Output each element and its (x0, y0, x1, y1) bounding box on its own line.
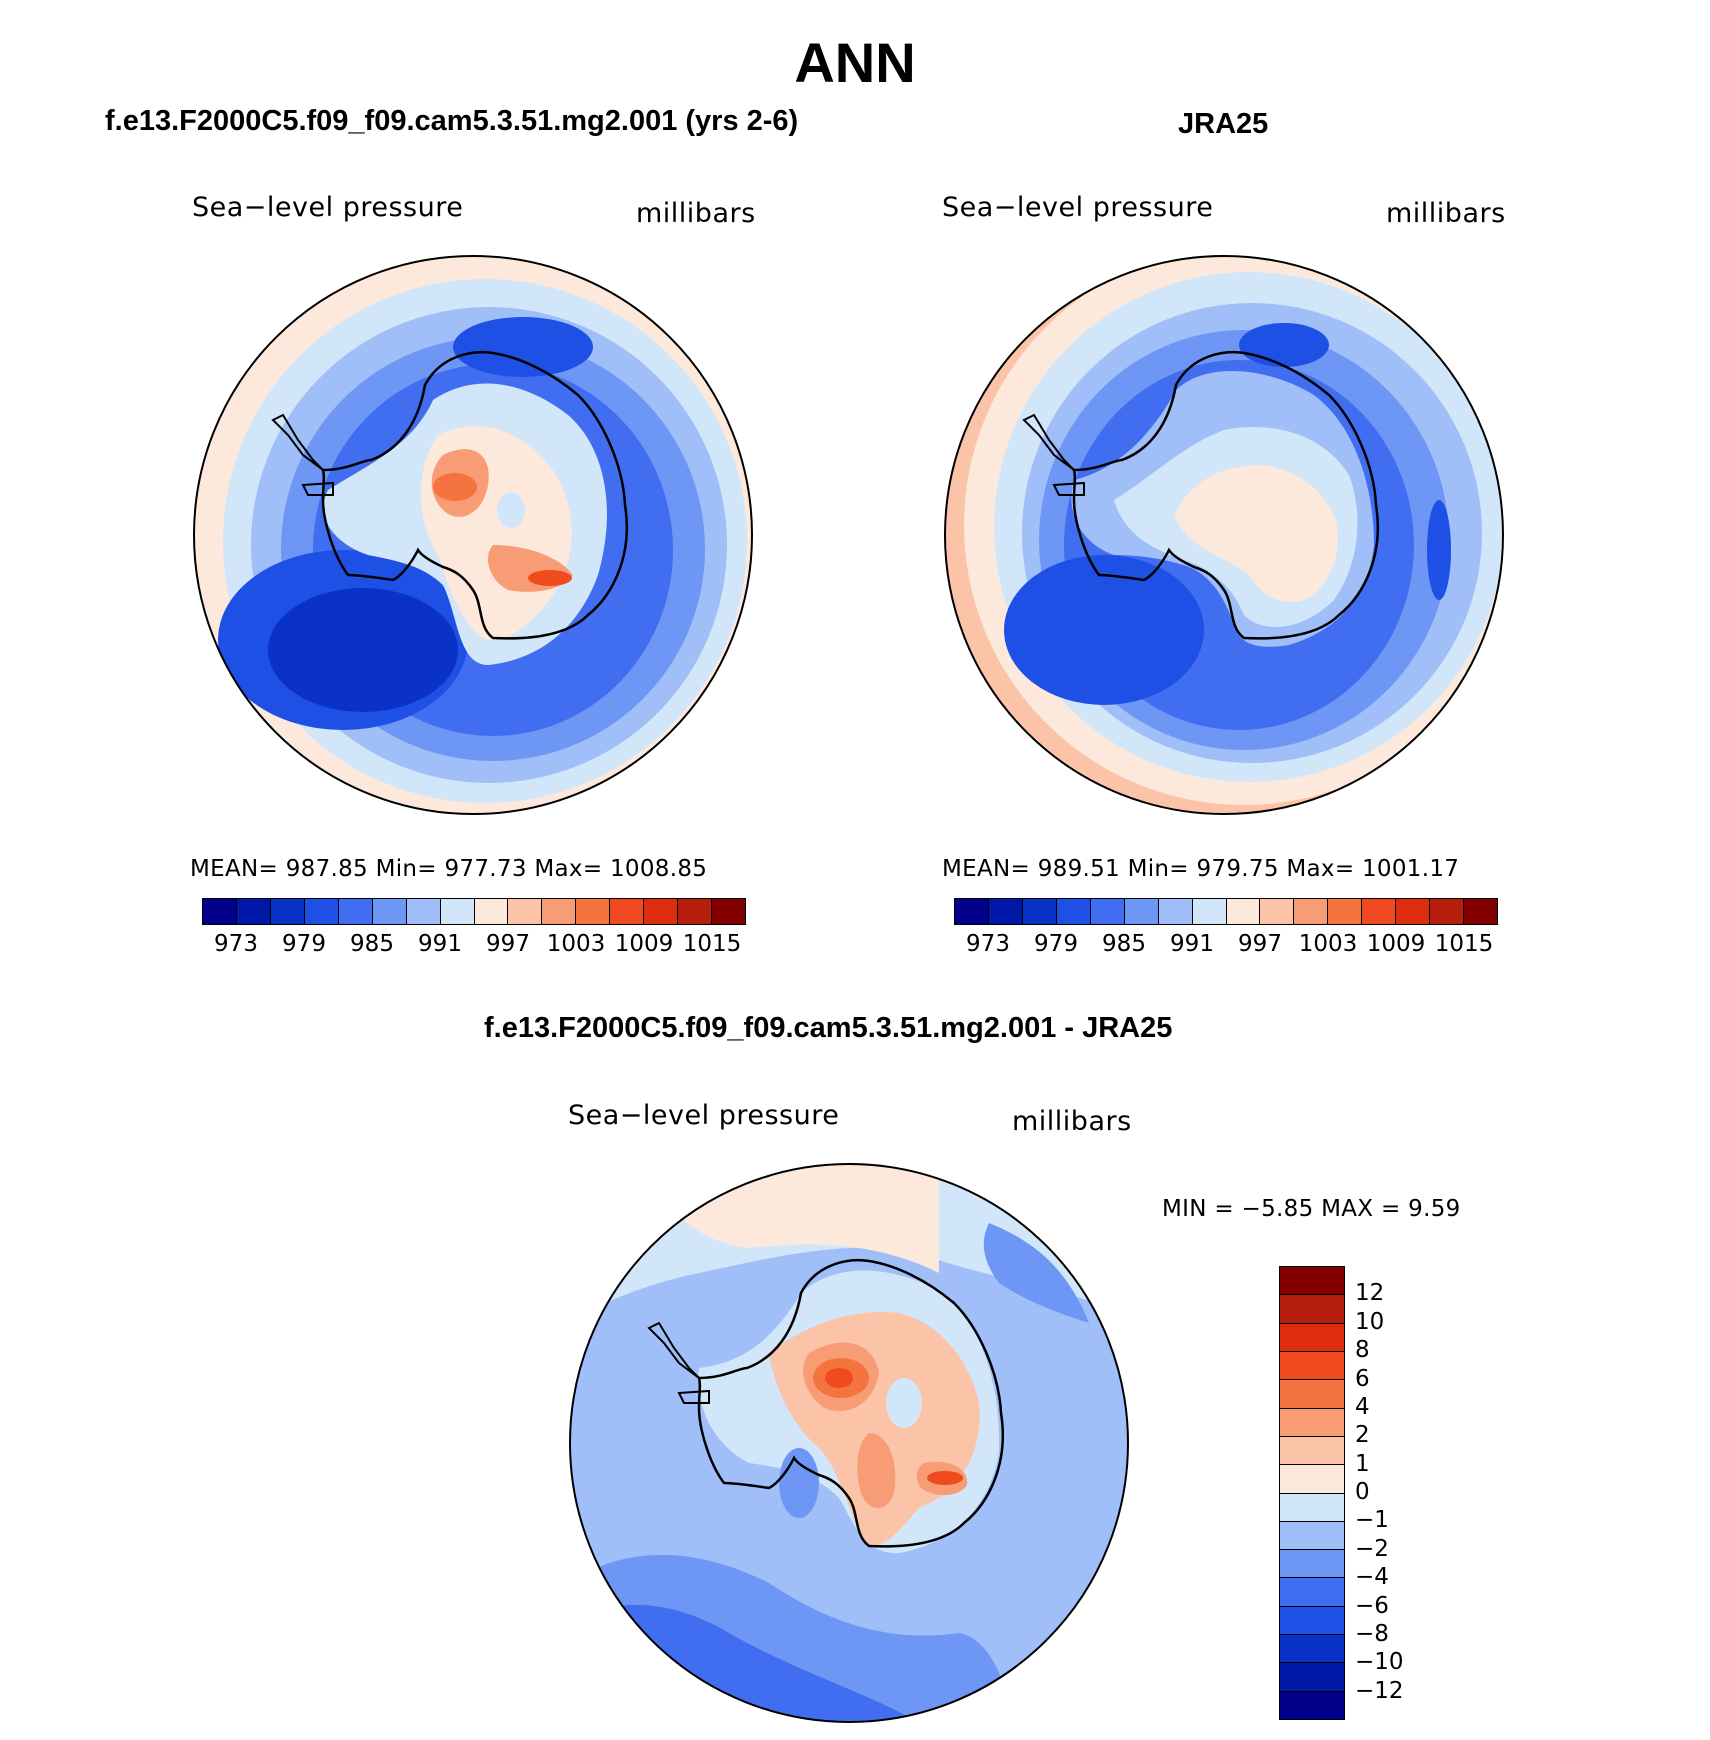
colorbar-segment (1280, 1635, 1344, 1664)
colorbar-segment (1280, 1323, 1344, 1352)
colorbar-segment (304, 899, 339, 924)
colorbar-segment (1260, 899, 1295, 924)
colorbar-tick-label: −12 (1355, 1677, 1404, 1704)
colorbar-tick-label: 979 (1034, 931, 1078, 957)
colorbar-segment (678, 899, 713, 924)
colorbar-tick-label: 4 (1355, 1393, 1370, 1420)
colorbar-segment (1280, 1408, 1344, 1437)
colorbar-segment (1090, 899, 1125, 924)
colorbar-tick-label: 0 (1355, 1479, 1370, 1505)
colorbar-segment (1328, 899, 1363, 924)
colorbar-segment (1192, 899, 1227, 924)
colorbar-segment (1226, 899, 1261, 924)
colorbar-segment (576, 899, 611, 924)
colorbar-tick-label: 973 (214, 931, 258, 957)
model-stats: MEAN= 987.85 Min= 977.73 Max= 1008.85 (190, 856, 708, 882)
model-colorbar: 973 979 985 991 997 1003 1009 1015 (202, 898, 746, 957)
colorbar-segment (1124, 899, 1159, 924)
colorbar-segment (1280, 1578, 1344, 1607)
obs-variable-label: Sea−level pressure (942, 192, 1214, 223)
colorbar-segment (988, 899, 1023, 924)
colorbar-segment (1280, 1521, 1344, 1551)
model-polar-map (193, 255, 753, 815)
colorbar-segment (338, 899, 373, 924)
colorbar-tick-label: 997 (486, 931, 530, 957)
obs-units-label: millibars (1386, 198, 1506, 229)
colorbar-segment (1056, 899, 1091, 924)
diff-units-label: millibars (1012, 1106, 1132, 1137)
colorbar-segment (474, 899, 509, 924)
colorbar-tick-label: −8 (1355, 1620, 1389, 1647)
colorbar-tick-label: 991 (418, 931, 462, 957)
colorbar-tick-label: 997 (1238, 931, 1282, 957)
colorbar-segment (508, 899, 543, 924)
colorbar-tick-label: 10 (1355, 1308, 1385, 1335)
colorbar-tick-label: 991 (1170, 931, 1214, 957)
diff-variable-label: Sea−level pressure (568, 1100, 840, 1131)
colorbar-tick-label: −2 (1355, 1535, 1389, 1562)
colorbar-tick-label: 973 (966, 931, 1010, 957)
colorbar-segment (1280, 1295, 1344, 1324)
colorbar-tick-label: 1003 (546, 931, 606, 957)
colorbar-tick-label: 979 (282, 931, 326, 957)
colorbar-tick-label: −1 (1355, 1507, 1389, 1534)
colorbar-segment (1362, 899, 1397, 924)
diff-colorbar: 12 10 8 6 4 2 1 0 −1 −2 −4 −6 −8 −10 −12 (1279, 1266, 1404, 1720)
obs-polar-map (944, 255, 1504, 815)
colorbar-segment (1280, 1380, 1344, 1409)
colorbar-tick-label: 1015 (1434, 931, 1494, 957)
colorbar-tick-label: 1003 (1298, 931, 1358, 957)
colorbar-tick-label: 985 (1102, 931, 1146, 957)
colorbar-segment (1280, 1663, 1344, 1692)
colorbar-segment (1464, 899, 1497, 924)
colorbar-tick-label: 2 (1355, 1422, 1370, 1449)
diff-panel-title: f.e13.F2000C5.f09_f09.cam5.3.51.mg2.001 … (484, 1012, 1173, 1044)
colorbar-segment (955, 899, 989, 924)
obs-panel-title: JRA25 (1178, 108, 1269, 140)
colorbar-segment (1280, 1606, 1344, 1636)
colorbar-segment (406, 899, 441, 924)
colorbar-tick-label: −6 (1355, 1592, 1389, 1619)
colorbar-segment (1022, 899, 1057, 924)
colorbar-segment (1430, 899, 1465, 924)
model-panel-title: f.e13.F2000C5.f09_f09.cam5.3.51.mg2.001 … (105, 105, 799, 137)
antarctica-coastline (321, 351, 629, 640)
colorbar-segment (1280, 1550, 1344, 1579)
colorbar-tick-label: 985 (350, 931, 394, 957)
colorbar-tick-label: 1009 (1366, 931, 1426, 957)
colorbar-segment (1280, 1267, 1344, 1296)
colorbar-segment (372, 899, 407, 924)
colorbar-tick-label: 12 (1355, 1280, 1385, 1307)
colorbar-segment (1280, 1465, 1344, 1494)
colorbar-tick-label: 1009 (614, 931, 674, 957)
colorbar-segment (270, 899, 305, 924)
colorbar-segment (1280, 1691, 1344, 1719)
colorbar-tick-label: 1015 (682, 931, 742, 957)
diff-polar-map (569, 1163, 1129, 1723)
colorbar-segment (236, 899, 271, 924)
diff-stats: MIN = −5.85 MAX = 9.59 (1162, 1196, 1461, 1222)
colorbar-tick-label: 1 (1355, 1450, 1370, 1477)
colorbar-segment (610, 899, 645, 924)
colorbar-tick-label: −4 (1355, 1564, 1389, 1591)
colorbar-segment (1294, 899, 1329, 924)
colorbar-segment (1158, 899, 1193, 924)
model-units-label: millibars (636, 198, 756, 229)
model-variable-label: Sea−level pressure (192, 192, 464, 223)
obs-stats: MEAN= 989.51 Min= 979.75 Max= 1001.17 (942, 856, 1460, 882)
colorbar-segment (712, 899, 745, 924)
obs-colorbar: 973 979 985 991 997 1003 1009 1015 (954, 898, 1498, 957)
colorbar-segment (1280, 1351, 1344, 1381)
colorbar-segment (440, 899, 475, 924)
colorbar-tick-label: 6 (1355, 1365, 1370, 1392)
colorbar-segment (203, 899, 237, 924)
colorbar-tick-label: 8 (1355, 1337, 1370, 1364)
colorbar-segment (1280, 1436, 1344, 1466)
page-title: ANN (794, 31, 916, 94)
colorbar-segment (1280, 1493, 1344, 1522)
colorbar-segment (1396, 899, 1431, 924)
colorbar-tick-label: −10 (1355, 1649, 1404, 1676)
colorbar-segment (542, 899, 577, 924)
colorbar-segment (644, 899, 679, 924)
